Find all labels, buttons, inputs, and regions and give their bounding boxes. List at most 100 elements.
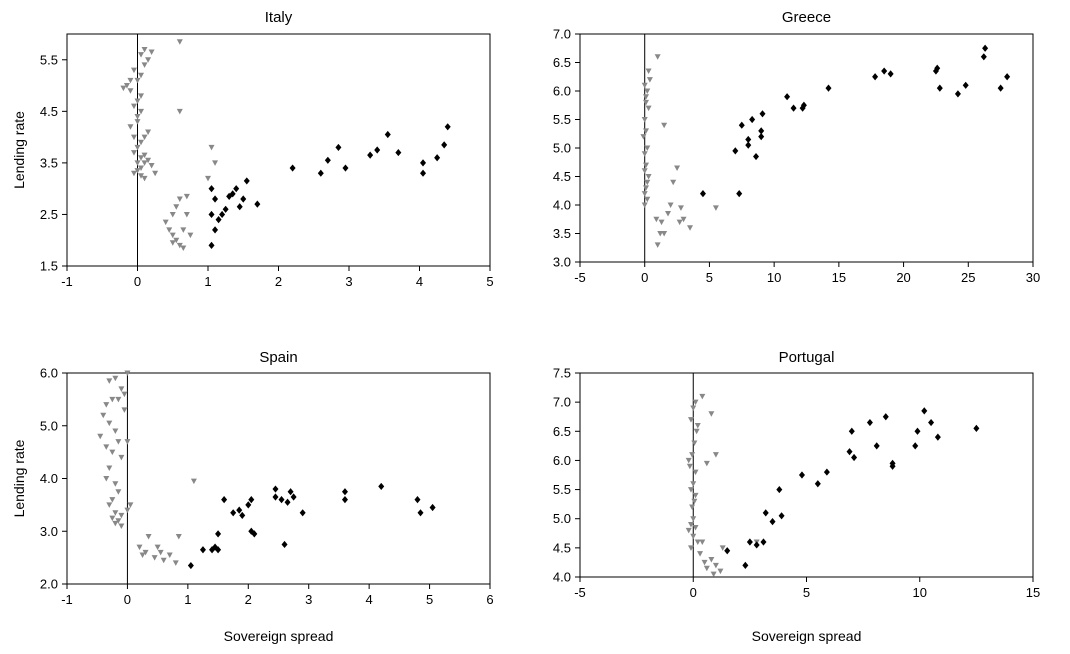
data-point-triangle (699, 539, 706, 546)
data-point-triangle (687, 417, 694, 423)
data-point-triangle (665, 211, 672, 217)
y-tick-label: 5.0 (553, 141, 571, 156)
data-point-diamond (866, 418, 873, 427)
data-point-triangle (690, 481, 697, 487)
x-tick-label: 5 (486, 274, 493, 289)
data-point-triangle (643, 99, 650, 106)
chart-title: Italy (265, 9, 293, 26)
data-point-diamond (209, 546, 216, 554)
data-point-diamond (873, 442, 880, 450)
data-point-diamond (248, 496, 255, 504)
data-point-triangle (139, 552, 146, 558)
data-point-triangle (697, 551, 704, 557)
data-point-diamond (239, 511, 246, 520)
data-point-triangle (703, 460, 710, 467)
data-point-triangle (692, 399, 699, 406)
x-tick-label: 30 (1026, 270, 1040, 285)
data-point-triangle (112, 375, 119, 382)
data-point-triangle (687, 487, 694, 493)
y-tick-label: 3.0 (40, 524, 58, 539)
data-point-triangle (145, 57, 152, 63)
data-point-triangle (641, 151, 648, 157)
plot-frame (66, 33, 491, 267)
data-point-triangle (176, 39, 183, 45)
data-point-triangle (127, 502, 134, 508)
data-point-diamond (724, 547, 731, 555)
y-tick-label: 6.0 (553, 453, 571, 468)
data-point-diamond (251, 530, 258, 538)
chart-panel-1: Greece -5 0 5 10 15 20 25 30 3.0 3.5 4.0 4.5 5.0 5.5 6.… (553, 9, 1040, 285)
x-tick-label: 4 (416, 274, 423, 289)
data-point-triangle (691, 440, 698, 446)
y-axis-label: Lending rate (11, 439, 27, 517)
data-point-diamond (882, 413, 889, 421)
data-point-triangle (641, 191, 648, 197)
data-point-triangle (97, 433, 104, 440)
data-point-diamond (914, 427, 921, 435)
data-point-triangle (690, 405, 697, 411)
data-point-triangle (641, 202, 648, 208)
data-point-triangle (145, 129, 152, 135)
y-tick-label: 6.0 (553, 84, 571, 99)
data-point-triangle (645, 105, 652, 112)
data-point-diamond (395, 148, 402, 157)
data-point-triangle (661, 231, 668, 237)
data-point-triangle (127, 77, 134, 84)
data-point-triangle (162, 219, 169, 226)
data-point-triangle (169, 240, 176, 246)
y-tick-label: 5.0 (553, 511, 571, 526)
data-point-diamond (997, 84, 1004, 92)
data-point-triangle (166, 552, 173, 558)
data-point-diamond (284, 498, 291, 506)
data-point-triangle (106, 420, 113, 427)
data-point-diamond (187, 561, 194, 570)
data-point-diamond (760, 538, 767, 546)
data-point-triangle (148, 162, 155, 169)
data-point-diamond (212, 226, 219, 234)
data-point-triangle (106, 465, 113, 471)
data-point-diamond (800, 101, 807, 109)
data-point-triangle (644, 179, 651, 186)
data-point-diamond (762, 509, 769, 517)
y-tick-label: 5.5 (40, 52, 58, 67)
data-point-diamond (208, 185, 215, 193)
data-point-triangle (138, 155, 145, 161)
x-tick-label: 15 (832, 270, 846, 285)
y-tick-label: 3.5 (40, 155, 58, 170)
data-point-triangle (138, 173, 145, 179)
data-point-diamond (889, 459, 896, 467)
data-point-triangle (692, 492, 699, 499)
data-point-triangle (118, 454, 125, 461)
data-point-triangle (643, 94, 650, 100)
data-point-triangle (157, 549, 164, 556)
data-point-triangle (643, 185, 650, 191)
data-point-diamond (230, 509, 237, 517)
data-point-triangle (694, 539, 701, 546)
data-point-diamond (215, 546, 222, 554)
data-point-triangle (109, 497, 116, 503)
data-point-diamond (732, 147, 739, 155)
data-point-triangle (112, 520, 119, 527)
data-point-diamond (736, 190, 743, 198)
data-point-diamond (921, 407, 928, 415)
data-point-triangle (121, 407, 128, 413)
chart-panel-2: Spain -1 0 1 2 3 4 5 6 2.0 3.0 4.0 5.0 6.0 Lending rat… (11, 349, 494, 644)
data-point-diamond (374, 146, 381, 154)
data-point-triangle (654, 242, 661, 248)
x-tick-label: 3 (345, 274, 352, 289)
data-point-diamond (962, 81, 969, 89)
data-point-triangle (687, 522, 694, 528)
data-point-triangle (145, 157, 152, 164)
data-point-diamond (980, 53, 987, 61)
data-point-diamond (934, 64, 941, 72)
data-point-triangle (658, 219, 665, 226)
data-point-diamond (738, 121, 745, 129)
data-point-diamond (798, 471, 805, 479)
x-tick-label: 5 (706, 270, 713, 285)
data-point-triangle (124, 507, 131, 514)
data-point-diamond (790, 104, 797, 112)
data-point-triangle (701, 559, 708, 566)
data-point-triangle (109, 396, 116, 403)
data-point-diamond (299, 509, 306, 517)
y-tick-label: 1.5 (40, 259, 58, 274)
